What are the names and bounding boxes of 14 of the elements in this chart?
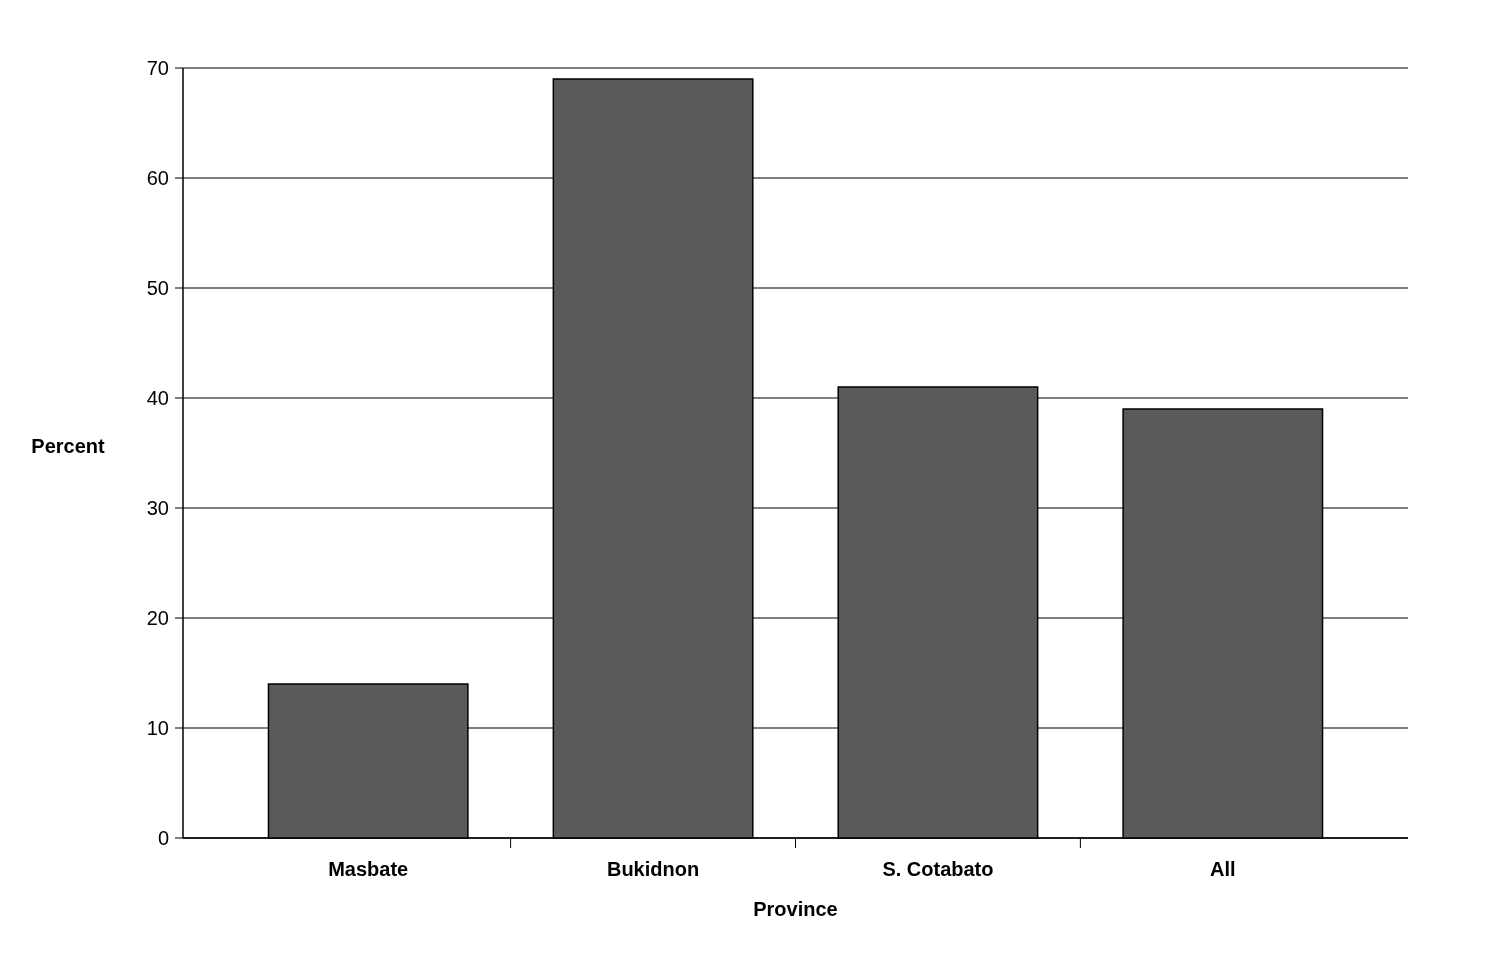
y-tick-label: 30 bbox=[146, 497, 169, 519]
y-tick-label: 60 bbox=[146, 167, 169, 189]
y-tick-label: 40 bbox=[146, 387, 169, 409]
y-tick-label: 10 bbox=[146, 717, 169, 739]
y-tick-label: 20 bbox=[146, 607, 169, 629]
y-tick-label: 70 bbox=[146, 57, 169, 79]
x-tick-label: All bbox=[1210, 858, 1236, 880]
y-axis-title: Percent bbox=[31, 435, 106, 457]
x-tick-label: Masbate bbox=[328, 858, 409, 880]
x-axis-title: Province bbox=[753, 898, 838, 920]
x-tick-label: S. Cotabato bbox=[882, 858, 994, 880]
y-tick-label: 0 bbox=[157, 827, 169, 849]
x-tick-label: Bukidnon bbox=[606, 858, 700, 880]
y-tick-label: 50 bbox=[146, 277, 169, 299]
